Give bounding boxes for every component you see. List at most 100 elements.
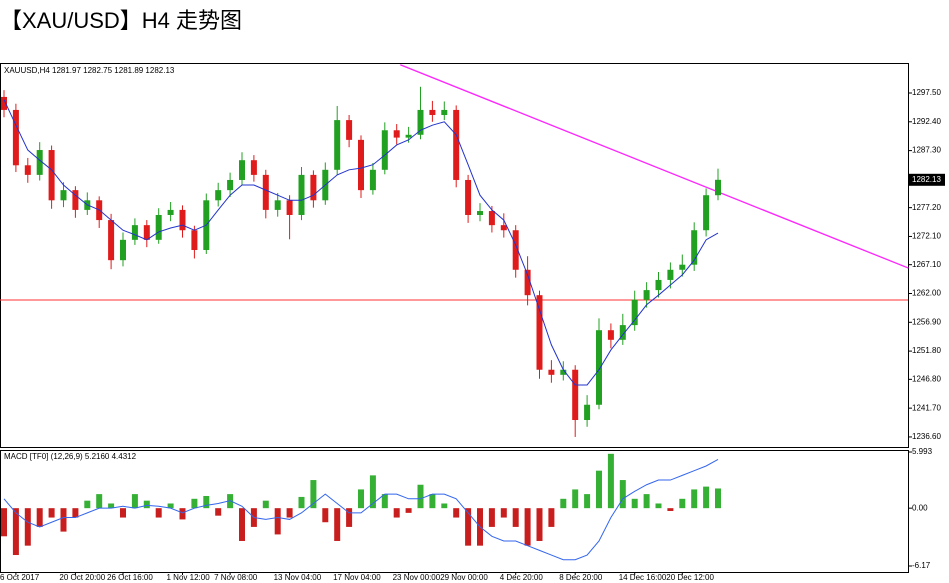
candle-body bbox=[179, 209, 186, 231]
macd-bar bbox=[512, 508, 519, 527]
macd-bar bbox=[536, 508, 543, 541]
macd-bar bbox=[334, 508, 341, 541]
macd-bar bbox=[1, 508, 7, 537]
y-tick-label: 1297.50 bbox=[912, 88, 941, 97]
x-tick-label: 29 Nov 00:00 bbox=[440, 573, 488, 582]
macd-bar bbox=[619, 480, 626, 509]
macd-bar bbox=[417, 484, 424, 509]
x-tick-label: 1 Nov 12:00 bbox=[167, 573, 211, 582]
moving-average bbox=[3, 99, 719, 386]
candle-body bbox=[286, 200, 293, 215]
candle-body bbox=[417, 109, 424, 135]
macd-bar bbox=[405, 508, 412, 513]
candle-body bbox=[36, 150, 43, 175]
macd-bar bbox=[60, 508, 67, 532]
y-tick-label: 1262.00 bbox=[912, 289, 941, 298]
macd-bar bbox=[239, 508, 245, 541]
macd-bar bbox=[322, 508, 329, 523]
macd-bar bbox=[120, 508, 126, 518]
candle-body bbox=[703, 195, 710, 231]
macd-bar bbox=[560, 498, 567, 509]
chart-info: XAUUSD,H4 1281.97 1282.75 1281.89 1282.1… bbox=[4, 66, 175, 75]
candle-body bbox=[108, 220, 115, 261]
candle-body bbox=[24, 165, 31, 175]
macd-bar bbox=[191, 498, 198, 509]
macd-bar bbox=[715, 488, 721, 509]
candle-body bbox=[358, 139, 364, 191]
candle-body bbox=[48, 150, 55, 201]
macd-label: MACD [TF0] (12,26,9) 5.2160 4.4312 bbox=[4, 452, 137, 461]
x-tick-label: 6 Oct 2017 bbox=[0, 573, 40, 582]
macd-bar bbox=[274, 508, 281, 535]
macd-bar bbox=[691, 489, 698, 509]
macd-bar bbox=[167, 503, 174, 509]
macd-bar bbox=[369, 475, 376, 509]
candle-body bbox=[274, 200, 281, 210]
macd-bar bbox=[155, 508, 162, 518]
y-tick-label: 1251.80 bbox=[912, 346, 941, 355]
y-tick-label: 1267.10 bbox=[912, 260, 941, 269]
macd-bar bbox=[465, 508, 472, 546]
candle-body bbox=[643, 290, 650, 300]
candle-body bbox=[381, 130, 388, 170]
x-tick-label: 17 Nov 04:00 bbox=[333, 573, 381, 582]
candle-body bbox=[667, 269, 674, 280]
candle-body bbox=[655, 279, 662, 291]
candle-body bbox=[155, 214, 162, 240]
y-tick-label: 1292.40 bbox=[912, 117, 941, 126]
macd-bar bbox=[381, 494, 388, 509]
candle-body bbox=[631, 299, 638, 326]
candle-body bbox=[191, 230, 198, 251]
candle-body bbox=[12, 109, 19, 166]
candle-body bbox=[679, 264, 686, 270]
macd-bar bbox=[524, 508, 531, 546]
candle-body bbox=[429, 109, 436, 116]
x-tick-label: 23 Nov 00:00 bbox=[393, 573, 441, 582]
macd-bar bbox=[453, 508, 460, 518]
candle-body bbox=[227, 179, 234, 191]
last-price-box bbox=[909, 173, 945, 186]
macd-bar bbox=[143, 500, 150, 509]
candle-body bbox=[131, 225, 138, 240]
candle-body bbox=[560, 369, 567, 375]
candle-body bbox=[465, 179, 472, 215]
macd-bar bbox=[358, 489, 364, 509]
y-tick-label: 1272.10 bbox=[912, 232, 941, 241]
candle-body bbox=[393, 130, 400, 138]
macd-bar bbox=[72, 508, 79, 518]
macd-bar bbox=[310, 480, 317, 509]
x-tick-label: 7 Nov 08:00 bbox=[214, 573, 258, 582]
x-tick-label: 4 Dec 20:00 bbox=[500, 573, 544, 582]
candle-body bbox=[167, 209, 174, 215]
macd-bar bbox=[262, 500, 269, 509]
macd-bar bbox=[108, 503, 115, 509]
trend-line bbox=[400, 64, 909, 269]
macd-bar bbox=[12, 508, 19, 556]
candle-body bbox=[239, 160, 245, 180]
macd-bar bbox=[429, 494, 436, 509]
candle-body bbox=[715, 179, 721, 196]
candle-body bbox=[72, 190, 79, 210]
candle-body bbox=[524, 269, 531, 296]
macd-bar bbox=[84, 500, 91, 509]
macd-bar bbox=[500, 508, 507, 518]
candle-body bbox=[607, 330, 614, 340]
macd-bar bbox=[572, 489, 579, 509]
candle-body bbox=[298, 174, 305, 215]
macd-bar bbox=[631, 498, 638, 509]
candle-body bbox=[60, 190, 67, 201]
macd-bar bbox=[584, 494, 591, 509]
x-tick-label: 8 Dec 20:00 bbox=[559, 573, 603, 582]
macd-bar bbox=[548, 508, 555, 527]
macd-bar bbox=[703, 486, 710, 509]
y-tick-label: 1256.90 bbox=[912, 317, 941, 326]
candle-body bbox=[346, 120, 353, 140]
macd-bar bbox=[215, 508, 222, 516]
macd-bar bbox=[298, 496, 305, 509]
candle-body bbox=[572, 369, 579, 421]
macd-bar bbox=[393, 508, 400, 518]
macd-bar bbox=[24, 508, 31, 546]
x-tick-label: 13 Nov 04:00 bbox=[274, 573, 322, 582]
macd-bar bbox=[488, 508, 495, 527]
